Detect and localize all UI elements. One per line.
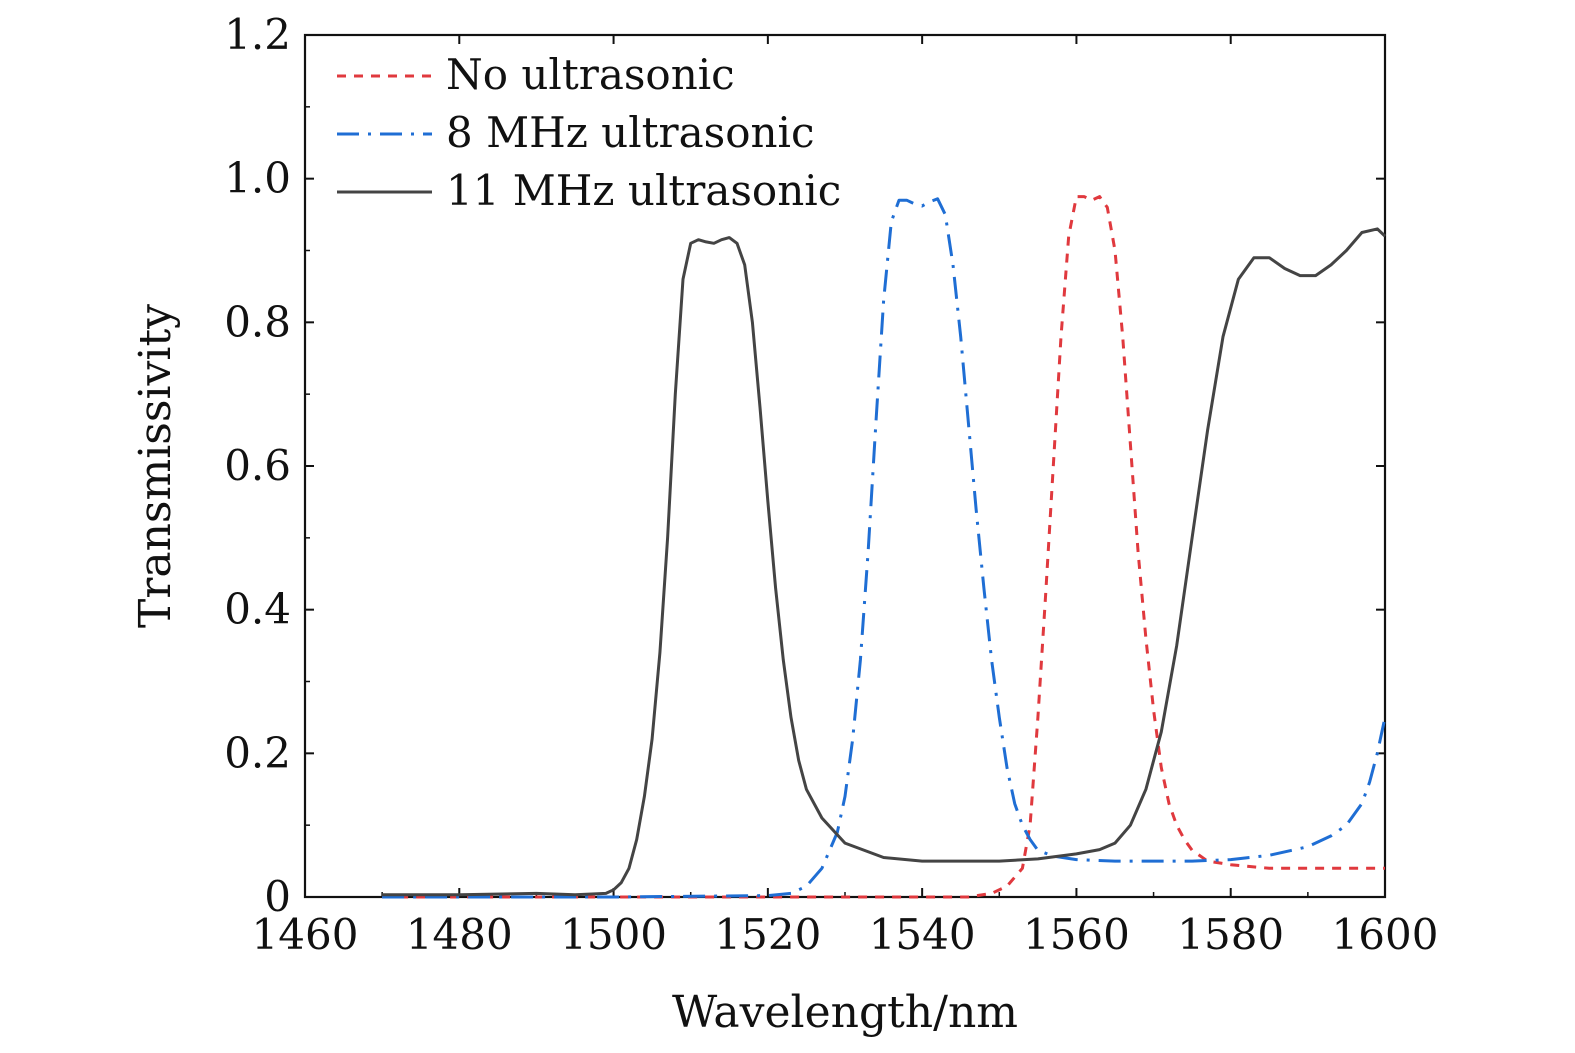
x-tick-label: 1600: [1332, 910, 1439, 959]
y-tick-label: 0.8: [224, 297, 291, 346]
series-line-1: [382, 195, 1385, 899]
x-tick-label: 1540: [869, 910, 976, 959]
series-line-3: [382, 227, 1387, 897]
x-tick-label: 1500: [560, 910, 667, 959]
legend-label-2: 8 MHz ultrasonic: [446, 108, 815, 157]
x-tick-label: 1580: [1177, 910, 1284, 959]
y-tick-label: 0: [264, 872, 291, 921]
y-tick-label: 1.2: [224, 10, 291, 59]
x-axis-ticks: 1460 1480 1500 1520 1540 1560 1580 1600: [252, 35, 1439, 959]
y-tick-label: 0.6: [224, 441, 291, 490]
x-tick-label: 1520: [714, 910, 821, 959]
y-tick-label: 0.2: [224, 728, 291, 777]
y-tick-label: 1.0: [224, 154, 291, 203]
y-axis-ticks: 0 0.2 0.4 0.6 0.8 1.0 1.2: [224, 10, 1385, 921]
y-axis-label: Transmissivity: [130, 304, 181, 628]
series-line-2: [382, 197, 1387, 899]
legend-label-3: 11 MHz ultrasonic: [446, 166, 841, 215]
series-lines: [382, 195, 1387, 899]
plot-frame: [303, 33, 1387, 899]
x-tick-label: 1560: [1023, 910, 1130, 959]
x-axis-label: Wavelength/nm: [672, 987, 1018, 1038]
y-tick-label: 0.4: [224, 585, 291, 634]
x-tick-label: 1480: [406, 910, 513, 959]
legend: No ultrasonic 8 MHz ultrasonic 11 MHz ultr…: [337, 50, 841, 215]
x-tick-label: 1460: [252, 910, 359, 959]
legend-label-1: No ultrasonic: [446, 50, 735, 99]
